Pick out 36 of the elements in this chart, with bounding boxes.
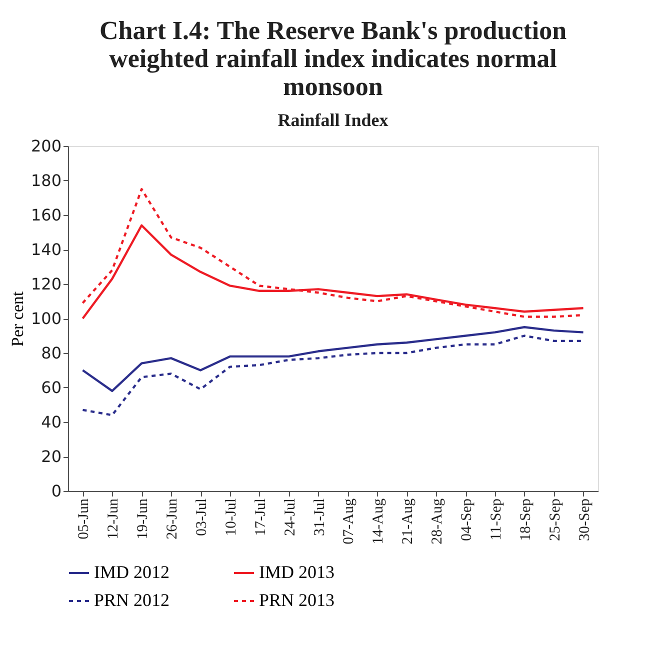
y-axis-title: Per cent — [8, 291, 27, 347]
y-tick-label: 80 — [41, 344, 62, 362]
legend-label: PRN 2013 — [259, 590, 335, 610]
x-tick-label: 21-Aug — [400, 498, 416, 544]
y-tick-label: 20 — [41, 447, 62, 466]
y-tick-label: 0 — [51, 482, 62, 500]
x-tick-label: 18-Sep — [518, 498, 534, 541]
x-tick-label: 26-Jun — [164, 498, 181, 540]
x-tick-label: 28-Aug — [430, 498, 446, 544]
legend-label: IMD 2012 — [94, 562, 170, 582]
chart-title: Chart I.4: The Reserve Bank's production weighted rainfall index indicates normal monsoon — [99, 16, 568, 101]
y-tick-label: 200 — [30, 136, 62, 156]
x-tick-label: 10-Jul — [223, 498, 240, 536]
x-tick-label: 07-Aug — [341, 498, 358, 544]
x-tick-label: 25-Sep — [547, 498, 564, 541]
x-tick-label: 12-Jun — [106, 498, 122, 540]
chart-subtitle: Rainfall Index — [278, 110, 388, 130]
x-tick-label: 30-Sep — [576, 498, 593, 541]
y-tick-label: 140 — [30, 240, 62, 259]
y-tick-label: 60 — [41, 378, 62, 397]
y-tick-label: 180 — [30, 171, 62, 190]
y-tick-label: 120 — [30, 274, 62, 294]
y-tick-label: 40 — [41, 412, 62, 432]
x-tick-label: 24-Jul — [282, 498, 298, 536]
x-tick-label: 11-Sep — [488, 498, 504, 540]
x-tick-label: 03-Jul — [194, 498, 210, 536]
y-tick-label: 160 — [30, 206, 62, 224]
y-tick-label: 100 — [30, 309, 62, 328]
legend-label: IMD 2013 — [259, 562, 334, 582]
x-tick-label: 19-Jun — [135, 498, 152, 540]
x-tick-label: 05-Jun — [76, 498, 92, 540]
legend-label: PRN 2012 — [94, 590, 170, 610]
x-tick-label: 31-Jul — [312, 498, 328, 536]
x-tick-label: 14-Aug — [370, 498, 387, 544]
x-tick-label: 04-Sep — [459, 498, 475, 541]
x-tick-label: 17-Jul — [252, 498, 269, 536]
